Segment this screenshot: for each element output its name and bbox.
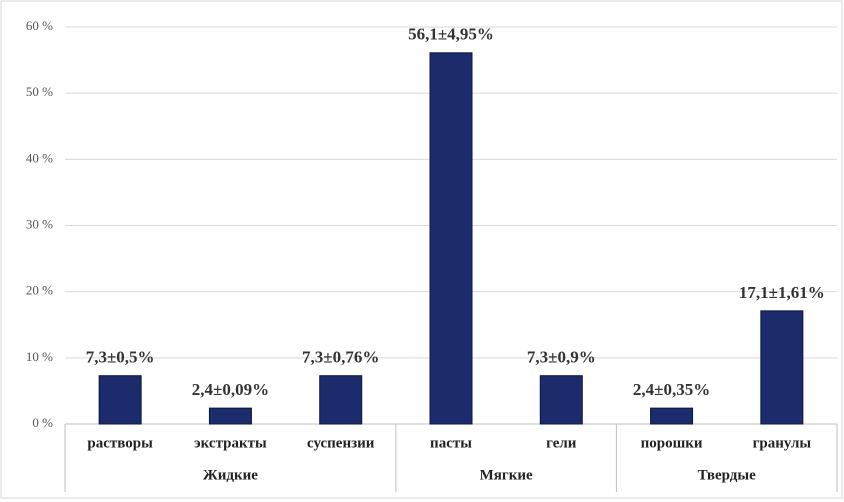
y-tick-label: 60 % [26,18,53,33]
y-tick-label: 10 % [26,349,53,364]
bar [208,407,252,425]
bar [539,375,583,425]
y-tick-label: 50 % [26,84,53,99]
bar [319,375,363,425]
bar [650,407,694,425]
y-tick-label: 40 % [26,150,53,165]
x-tick-label: пасты [430,435,472,451]
group-label: Твердые [698,467,756,483]
value-label: 2,4±0,35% [633,380,710,399]
x-tick-label: растворы [87,435,153,451]
bar [760,310,804,425]
x-tick-label: порошки [641,435,703,451]
bar [429,52,473,425]
value-label: 7,3±0,76% [302,348,379,367]
group-label: Жидкие [203,467,258,483]
value-label: 7,3±0,5% [86,348,155,367]
x-tick-label: суспензии [307,435,375,451]
value-label: 7,3±0,9% [527,348,596,367]
bar [98,375,142,425]
value-label: 17,1±1,61% [739,283,825,302]
y-tick-label: 20 % [26,283,53,298]
group-label: Мягкие [480,467,533,483]
value-label: 2,4±0,09% [192,380,269,399]
x-tick-label: гели [546,435,577,451]
y-tick-label: 0 % [32,415,53,430]
x-tick-label: гранулы [753,435,812,451]
value-label: 56,1±4,95% [408,25,494,44]
y-tick-label: 30 % [26,216,53,231]
x-tick-label: экстракты [194,435,267,451]
